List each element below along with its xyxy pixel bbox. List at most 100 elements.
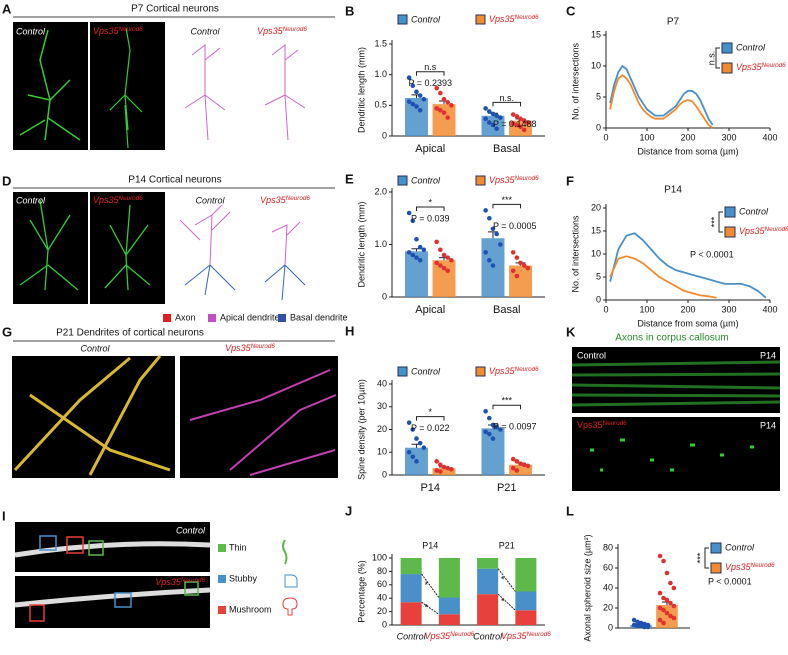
chart-title: P14 [664, 185, 682, 196]
sig-bracket [718, 211, 723, 233]
data-point [642, 624, 647, 630]
y-tick-label: 60 [377, 579, 387, 589]
data-point [657, 553, 663, 559]
panel-letter: L [566, 503, 574, 518]
data-point [449, 103, 454, 108]
data-point [635, 619, 640, 625]
sig-label: * [424, 580, 428, 590]
sig-label: * [501, 597, 505, 607]
sig-bracket [415, 71, 445, 76]
image-label: Vps35Neurod6 [225, 343, 275, 354]
bar-segment [400, 602, 422, 625]
y-tick-label: 1.0 [374, 69, 387, 79]
text-base: Vps35 [489, 366, 516, 376]
data-point [525, 265, 531, 271]
bar-segment [400, 574, 422, 603]
tracing-label: Control [195, 195, 225, 205]
y-axis-label: No. of intersections [570, 215, 580, 293]
data-point [671, 585, 677, 591]
data-point [445, 99, 450, 105]
text-superscript: Neurod6 [515, 14, 540, 21]
group-label: P14 [422, 540, 438, 550]
data-point [631, 617, 637, 623]
panel-title: Axons in corpus callosum [615, 333, 728, 344]
data-point [441, 265, 447, 271]
image-label: Vps35Neurod6 [155, 577, 205, 588]
text-superscript: Neurod6 [762, 62, 787, 69]
data-point [445, 115, 450, 120]
y-tick-label: 10 [591, 60, 601, 70]
bar-segment [515, 591, 537, 611]
sig-bracket [492, 101, 522, 107]
y-axis-label: No. of intersections [570, 42, 580, 120]
data-point [668, 580, 673, 586]
data-point [494, 424, 499, 430]
legend-swatch [218, 575, 226, 583]
data-point [657, 605, 663, 611]
panel-letter: A [2, 1, 12, 16]
dendrite [13, 355, 171, 476]
legend-swatch [721, 42, 733, 54]
data-point [434, 260, 439, 266]
data-point [487, 215, 492, 221]
data-point [414, 255, 419, 260]
bar-segment [438, 614, 460, 625]
panel-letter: C [566, 3, 576, 18]
data-point [449, 467, 454, 472]
data-point [438, 462, 443, 468]
text-base: Vps35 [739, 226, 766, 236]
sig-label: *** [709, 216, 719, 227]
spine-box [29, 604, 45, 622]
x-tick-label: Basal [493, 143, 521, 155]
data-point [510, 250, 516, 255]
panel-letter: J [345, 503, 352, 518]
image-label: Control [577, 350, 606, 360]
data-point [490, 111, 496, 117]
legend-label: Control [411, 14, 441, 24]
data-point [490, 263, 496, 268]
x-tick-label: 100 [639, 304, 654, 314]
panel-letter: H [345, 323, 354, 338]
data-point [657, 617, 663, 623]
panel-title: P7 Cortical neurons [131, 4, 219, 15]
data-point [661, 607, 666, 613]
x-tick-label: Control [473, 631, 503, 641]
data-point [438, 90, 443, 96]
neuron [19, 199, 79, 291]
y-tick-label: 0 [382, 469, 387, 479]
bar [405, 97, 428, 136]
y-tick-label: 0 [596, 294, 601, 304]
data-point [514, 122, 520, 128]
image-label: Vps35Neurod6 [577, 420, 627, 431]
panel-title: P14 Cortical neurons [128, 175, 221, 186]
dendrite [14, 541, 211, 558]
data-point [441, 464, 447, 470]
data-point [487, 431, 492, 437]
bar-segment [477, 568, 499, 595]
series-line [609, 74, 714, 129]
x-axis-label: Distance from soma (µm) [637, 318, 738, 328]
image-label: Control [176, 525, 206, 535]
data-point [438, 469, 443, 474]
x-tick-label: 200 [680, 132, 695, 142]
bar-segment [438, 558, 460, 598]
data-point [406, 449, 412, 455]
text-base: Vps35 [155, 577, 182, 587]
text-superscript: Neurod6 [765, 226, 788, 233]
dendrite [14, 587, 211, 608]
y-tick-label: 15 [591, 29, 601, 39]
data-point [483, 250, 488, 255]
data-point [638, 623, 644, 629]
data-point [490, 226, 496, 232]
data-point [434, 468, 439, 473]
panel-letter: D [2, 173, 11, 188]
y-tick-label: 1.5 [374, 38, 387, 48]
data-point [631, 622, 637, 628]
data-point [410, 454, 416, 460]
data-point [510, 121, 516, 127]
data-point [521, 462, 527, 468]
y-tick-label: 80 [377, 566, 387, 576]
data-point [414, 89, 419, 95]
sig-bracket [415, 416, 445, 421]
bar [432, 260, 456, 297]
